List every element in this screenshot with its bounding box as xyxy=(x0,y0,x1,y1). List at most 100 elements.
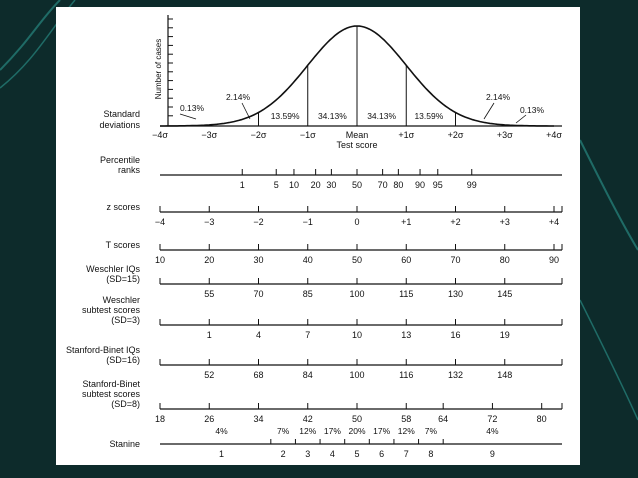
stanine-percent-label: 17% xyxy=(324,426,341,436)
figure-panel: Number of cases Standard deviations −4σ −3σ −… xyxy=(56,7,580,465)
region-percent-label: 0.13% xyxy=(180,103,205,113)
x-axis-title: Test score xyxy=(336,140,377,150)
scale-tick-label: 52 xyxy=(204,370,214,380)
scale-label: Stanford-Binet xyxy=(82,379,140,389)
stanine-number-label: 7 xyxy=(404,449,409,459)
scale-label: subtest scores xyxy=(82,389,141,399)
scale-tick-label: 80 xyxy=(537,414,547,424)
scale-tick-label: 80 xyxy=(500,255,510,265)
scale-label: T scores xyxy=(106,240,141,250)
scale-tick-label: 145 xyxy=(497,289,512,299)
arrow xyxy=(515,114,527,124)
scale-tick-label: 90 xyxy=(415,180,425,190)
stanine-percent-label: 7% xyxy=(277,426,290,436)
scale-tick-label: 30 xyxy=(253,255,263,265)
scale-tick-label: 4 xyxy=(256,330,261,340)
scale-tick-label: 50 xyxy=(352,180,362,190)
scale-tick-label: 70 xyxy=(450,255,460,265)
scale-tick-label: 95 xyxy=(433,180,443,190)
scale-tick-label: 85 xyxy=(303,289,313,299)
scale-tick-label: 132 xyxy=(448,370,463,380)
scale-tick-label: 30 xyxy=(326,180,336,190)
scale-tick-label: 100 xyxy=(349,289,364,299)
scale-label: (SD=8) xyxy=(111,399,140,409)
stanine-number-label: 1 xyxy=(219,449,224,459)
scale-tick-label: 84 xyxy=(303,370,313,380)
scale-tick-label: 1 xyxy=(240,180,245,190)
scale-tick-label: 18 xyxy=(155,414,165,424)
scale-label: z scores xyxy=(106,202,140,212)
region-percent-label: 34.13% xyxy=(367,111,396,121)
scale-tick-label: 20 xyxy=(311,180,321,190)
scale-tick-label: 26 xyxy=(204,414,214,424)
stanine-number-label: 9 xyxy=(490,449,495,459)
scale-tick-label: 34 xyxy=(253,414,263,424)
sigma-tick-label: Mean xyxy=(346,130,369,140)
scale-tick-label: 13 xyxy=(401,330,411,340)
scale-tick-label: 40 xyxy=(303,255,313,265)
scale-label: ranks xyxy=(118,165,141,175)
stanine-percent-label: 7% xyxy=(425,426,438,436)
scale-tick-label: 60 xyxy=(401,255,411,265)
scale-tick-label: −3 xyxy=(204,217,214,227)
scale-tick-label: −2 xyxy=(253,217,263,227)
stanine-number-label: 5 xyxy=(354,449,359,459)
scale-tick-label: 50 xyxy=(352,255,362,265)
scale-label: Weschler IQs xyxy=(86,264,140,274)
scale-label: Stanford-Binet IQs xyxy=(66,345,141,355)
sigma-tick-label: +3σ xyxy=(497,130,513,140)
region-percent-label: 13.59% xyxy=(414,111,443,121)
scale-tick-label: 10 xyxy=(352,330,362,340)
region-percent-label: 0.13% xyxy=(520,105,545,115)
scale-label: subtest scores xyxy=(82,305,141,315)
sigma-tick-label: −3σ xyxy=(201,130,217,140)
stanine-number-label: 6 xyxy=(379,449,384,459)
standard-deviations-label: Standard xyxy=(103,109,140,119)
sigma-tick-label: +1σ xyxy=(398,130,414,140)
stanine-percent-label: 12% xyxy=(299,426,316,436)
scale-tick-label: 70 xyxy=(253,289,263,299)
scale-tick-label: 115 xyxy=(399,289,413,299)
scale-tick-label: 7 xyxy=(305,330,310,340)
stanine-number-label: 3 xyxy=(305,449,310,459)
stanine-percent-label: 12% xyxy=(398,426,415,436)
scale-tick-label: 5 xyxy=(274,180,279,190)
sigma-tick-label: −2σ xyxy=(251,130,267,140)
scale-tick-label: +2 xyxy=(450,217,460,227)
scale-tick-label: +4 xyxy=(549,217,559,227)
stanine-percent-label: 20% xyxy=(348,426,365,436)
stanine-label: Stanine xyxy=(109,439,140,449)
y-axis-title: Number of cases xyxy=(154,39,163,99)
standard-deviations-label: deviations xyxy=(99,120,140,130)
scale-tick-label: 10 xyxy=(289,180,299,190)
scale-tick-label: 99 xyxy=(467,180,477,190)
scale-tick-label: 50 xyxy=(352,414,362,424)
scale-label: Percentile xyxy=(100,155,140,165)
stanine-number-label: 4 xyxy=(330,449,335,459)
sigma-tick-label: −1σ xyxy=(300,130,316,140)
stanine-number-label: 2 xyxy=(281,449,286,459)
scale-tick-label: 130 xyxy=(448,289,463,299)
arrow xyxy=(483,102,495,120)
region-percent-label: 2.14% xyxy=(226,92,251,102)
scale-tick-label: 80 xyxy=(393,180,403,190)
scale-tick-label: 1 xyxy=(207,330,212,340)
scale-tick-label: 16 xyxy=(450,330,460,340)
scale-label: (SD=15) xyxy=(106,274,140,284)
scale-tick-label: 116 xyxy=(399,370,413,380)
scale-tick-label: 42 xyxy=(303,414,313,424)
scale-tick-label: 58 xyxy=(401,414,411,424)
stanine-number-label: 8 xyxy=(428,449,433,459)
scale-tick-label: 70 xyxy=(378,180,388,190)
sigma-tick-label: −4σ xyxy=(152,130,168,140)
scale-tick-label: 72 xyxy=(487,414,497,424)
scale-tick-label: +3 xyxy=(500,217,510,227)
sigma-tick-label: +4σ xyxy=(546,130,562,140)
scale-tick-label: 10 xyxy=(155,255,165,265)
scale-tick-label: 90 xyxy=(549,255,559,265)
scale-tick-label: 55 xyxy=(204,289,214,299)
scale-tick-label: 68 xyxy=(253,370,263,380)
region-percent-label: 2.14% xyxy=(486,92,511,102)
scale-tick-label: 19 xyxy=(500,330,510,340)
